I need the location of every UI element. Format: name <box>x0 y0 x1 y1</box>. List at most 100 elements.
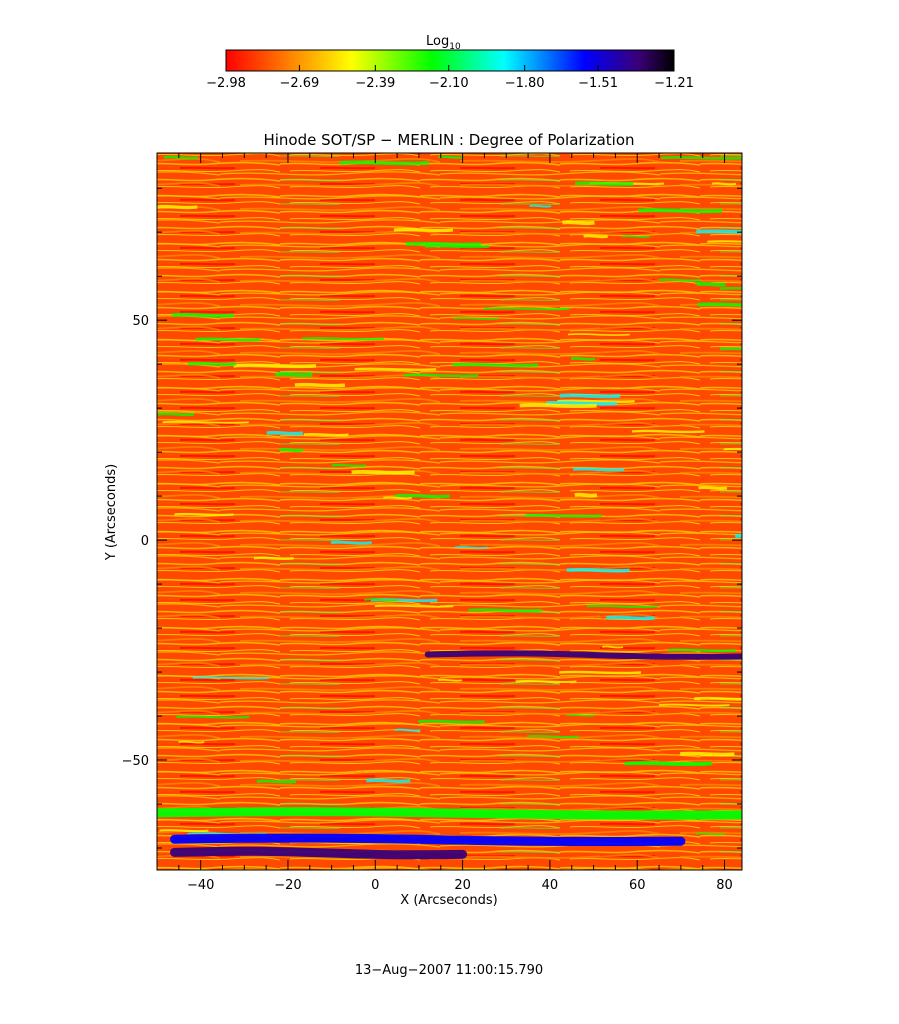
polarization-filament <box>192 676 270 680</box>
polarization-filament <box>454 546 489 549</box>
polarization-filament <box>698 485 728 491</box>
polarization-filament <box>573 467 625 472</box>
polarization-filament <box>303 432 349 437</box>
polarization-filament <box>545 400 618 406</box>
polarization-filament <box>606 615 655 621</box>
polarization-filament <box>723 447 742 451</box>
polarization-filament <box>157 412 195 417</box>
polarization-filament <box>452 362 539 368</box>
x-tick-label: 0 <box>371 878 379 893</box>
polarization-filament <box>174 512 234 517</box>
x-tick-label: 40 <box>542 878 559 893</box>
x-axis: −40 −20 0 20 40 60 80 <box>156 153 733 893</box>
polarization-filament <box>354 367 437 371</box>
polarization-filament <box>557 399 635 404</box>
polarization-filament <box>667 648 737 653</box>
colorbar-tick-label: −1.80 <box>505 76 545 91</box>
colorbar-tick-label: −2.69 <box>279 76 319 91</box>
polarization-filament <box>696 229 742 234</box>
polarization-filament <box>383 496 413 500</box>
x-tick-label: 20 <box>454 878 471 893</box>
polarization-filament <box>294 382 346 388</box>
polarization-filament <box>233 363 317 369</box>
polarization-filament <box>583 234 609 239</box>
polarization-filament <box>366 778 411 783</box>
y-tick-label: 0 <box>141 534 149 549</box>
polarization-filament <box>525 513 602 518</box>
polarization-filament <box>394 493 450 499</box>
colorbar-tick-label: −1.21 <box>654 76 694 91</box>
polarization-filament <box>638 208 723 214</box>
polarization-filament <box>602 645 624 649</box>
polarization-filament <box>719 348 742 351</box>
polarization-filament <box>697 302 742 307</box>
polarization-filament <box>162 420 249 424</box>
x-tick-label: 60 <box>629 878 646 893</box>
polarization-filament <box>253 556 294 561</box>
polarization-filament <box>734 533 742 539</box>
colorbar-tick-label: −2.98 <box>206 76 246 91</box>
polarization-filament <box>278 447 304 453</box>
polarization-filament <box>586 604 658 608</box>
polarization-filament <box>658 278 702 282</box>
heatmap-image <box>157 153 742 870</box>
polarization-filament <box>302 337 385 341</box>
polarization-filament <box>695 832 726 836</box>
polarization-filament <box>405 241 482 247</box>
footer-timestamp: 13−Aug−2007 11:00:15.790 <box>355 963 543 978</box>
y-axis: −50 0 50 <box>122 187 742 849</box>
polarization-filament <box>163 155 199 160</box>
polarization-filament <box>157 204 198 210</box>
polarization-filament <box>468 608 542 613</box>
polarization-filament <box>561 220 595 226</box>
polarization-filament <box>331 463 367 468</box>
x-tick-label: −20 <box>274 878 301 893</box>
polarization-filament <box>266 430 304 436</box>
polarization-filament <box>631 429 705 434</box>
polarization-filament <box>364 598 399 602</box>
polarization-filament <box>453 317 499 320</box>
polarization-filament <box>274 372 313 378</box>
x-axis-label: X (Arcseconds) <box>400 893 497 908</box>
polarization-filament <box>696 281 726 287</box>
polarization-filament <box>176 715 250 719</box>
polarization-filament <box>694 696 742 701</box>
polarization-filament <box>339 160 430 166</box>
polarization-filament <box>195 337 261 342</box>
polarization-filament <box>482 307 570 311</box>
colorbar-label: Log10 <box>426 34 461 52</box>
x-tick-label: −40 <box>187 878 214 893</box>
polarization-filament <box>178 740 205 744</box>
x-tick-label: 80 <box>716 878 733 893</box>
polarization-filament <box>438 678 463 682</box>
heatmap-features <box>157 155 742 860</box>
polarization-filament <box>567 333 630 336</box>
polarization-filament <box>574 181 634 186</box>
chart-title: Hinode SOT/SP − MERLIN : Degree of Polar… <box>263 131 634 149</box>
colorbar-gradient <box>225 49 675 72</box>
polarization-filament <box>658 703 730 707</box>
polarization-filament <box>256 779 297 784</box>
polarization-filament <box>171 312 234 318</box>
polarization-filament <box>330 540 372 545</box>
y-tick-label: −50 <box>122 754 149 769</box>
polarization-filament <box>351 469 415 475</box>
polarization-filament <box>529 204 552 208</box>
polarization-filament <box>559 670 642 675</box>
polarization-filament <box>515 679 577 684</box>
colorbar-tick-label: −2.10 <box>429 76 469 91</box>
polarization-filament <box>404 373 479 378</box>
polarization-filament <box>374 604 454 608</box>
polarization-filament <box>660 156 742 160</box>
polarization-feature <box>169 833 686 847</box>
polarization-filament <box>159 829 209 833</box>
polarization-filament <box>627 761 713 766</box>
heatmap-texture-fine <box>157 153 742 870</box>
colorbar-tick-label: −2.39 <box>355 76 395 91</box>
polarization-filament <box>559 393 621 399</box>
polarization-filament <box>711 182 737 186</box>
polarization-filament <box>393 227 454 233</box>
y-axis-label: Y (Arcseconds) <box>104 464 119 561</box>
polarization-feature <box>157 807 742 820</box>
